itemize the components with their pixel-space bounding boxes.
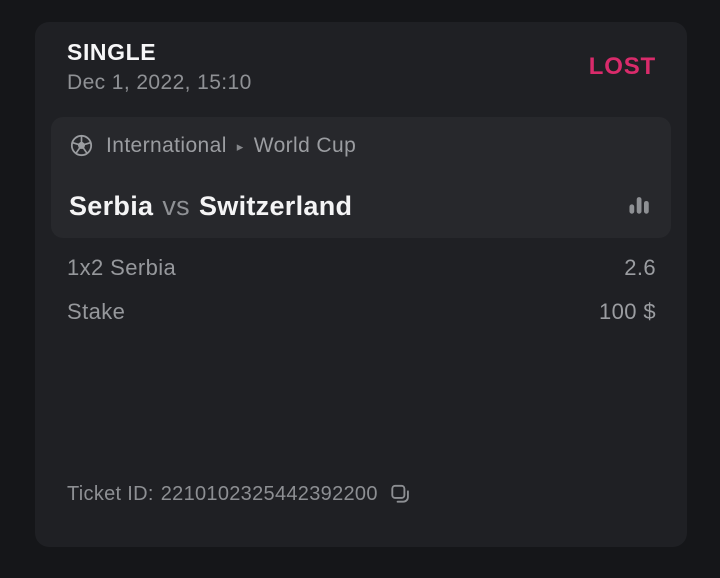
vs-label: vs xyxy=(162,191,190,221)
match-card[interactable]: International ▸ World Cup Serbia vs Swit… xyxy=(51,117,671,238)
ticket-datetime: Dec 1, 2022, 15:10 xyxy=(67,71,252,94)
copy-icon[interactable] xyxy=(389,483,411,505)
away-team-name: Switzerland xyxy=(198,191,353,221)
stake-value: 100 $ xyxy=(598,299,656,324)
soccer-ball-icon xyxy=(69,133,94,158)
status-badge: LOST xyxy=(588,53,656,80)
bet-ticket-card: SINGLE Dec 1, 2022, 15:10 LOST Internati… xyxy=(35,22,687,547)
bet-selection-label: 1x2 Serbia xyxy=(67,255,177,280)
ticket-type-label: SINGLE xyxy=(67,39,157,65)
league-category: International xyxy=(106,134,227,157)
bar-chart-icon[interactable] xyxy=(626,191,652,217)
ticket-id-value: 2210102325442392200 xyxy=(160,483,378,505)
breadcrumb-separator-icon: ▸ xyxy=(236,139,244,154)
league-tournament: World Cup xyxy=(253,134,357,157)
bet-odds-value: 2.6 xyxy=(624,255,656,280)
league-breadcrumb: International ▸ World Cup xyxy=(69,132,653,159)
match-title: Serbia vs Switzerland xyxy=(69,189,615,223)
bet-details: 1x2 Serbia 2.6 Stake 100 $ xyxy=(67,254,656,342)
ticket-id-row: Ticket ID: 2210102325442392200 xyxy=(67,481,656,507)
bet-selection-row: 1x2 Serbia 2.6 xyxy=(67,254,656,281)
ticket-id-label: Ticket ID: xyxy=(67,483,154,505)
stake-row: Stake 100 $ xyxy=(67,298,656,325)
stake-label: Stake xyxy=(67,299,126,324)
home-team-name: Serbia xyxy=(69,191,154,221)
